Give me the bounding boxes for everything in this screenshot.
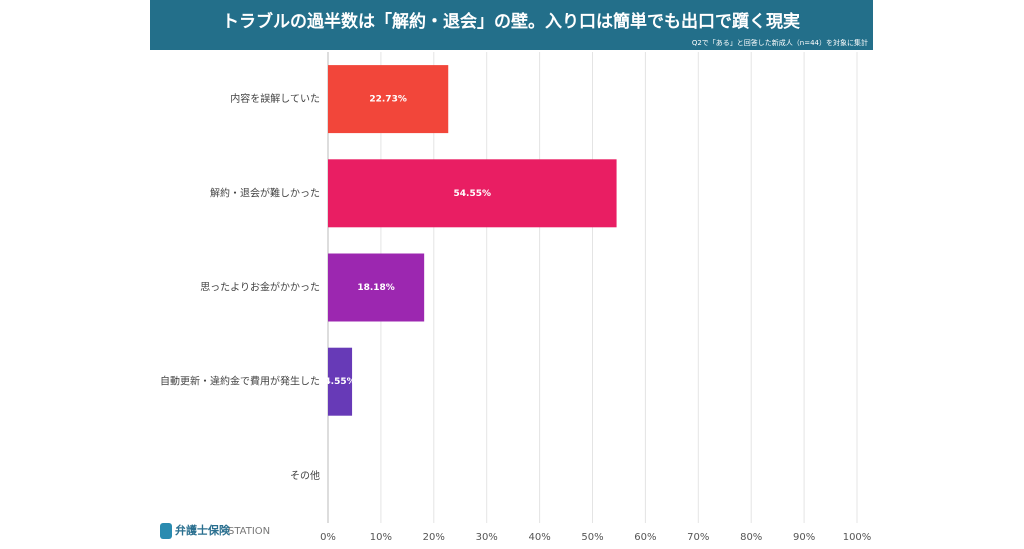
x-tick-label: 80% (740, 532, 762, 543)
x-tick-label: 20% (423, 532, 445, 543)
y-tick-label: 自動更新・違約金で費用が発生した (160, 375, 320, 388)
y-tick-label: 解約・退会が難しかった (210, 186, 320, 199)
bar (328, 253, 425, 322)
bar (328, 159, 617, 228)
data-label: 18.18% (357, 283, 395, 293)
x-tick-label: 60% (634, 532, 656, 543)
x-tick-label: 40% (528, 532, 550, 543)
x-tick-label: 10% (370, 532, 392, 543)
x-tick-label: 90% (793, 532, 815, 543)
y-tick-label: その他 (290, 469, 320, 482)
logo-name: 弁護士保険 (175, 523, 231, 537)
y-tick-label: 思ったよりお金がかかった (200, 281, 320, 294)
chart-subtitle: Q2で「ある」と回答した新成人（n=44）を対象に集計 (692, 38, 868, 47)
y-tick-label: 内容を誤解していた (230, 92, 320, 105)
x-tick-label: 70% (687, 532, 709, 543)
data-label: 22.73% (369, 95, 407, 105)
bar (328, 65, 449, 134)
logo-icon (160, 523, 172, 539)
x-tick-label: 30% (476, 532, 498, 543)
chart-title: トラブルの過半数は「解約・退会」の壁。入り口は簡単でも出口で躓く現実 (222, 11, 800, 32)
x-tick-label: 100% (843, 532, 872, 543)
title-banner (150, 0, 873, 50)
data-label: 4.55% (324, 377, 355, 387)
data-label: 54.55% (454, 189, 492, 199)
x-tick-label: 0% (320, 532, 336, 543)
x-tick-label: 50% (581, 532, 603, 543)
bar (328, 347, 353, 416)
logo-suffix: STATION (228, 526, 270, 537)
